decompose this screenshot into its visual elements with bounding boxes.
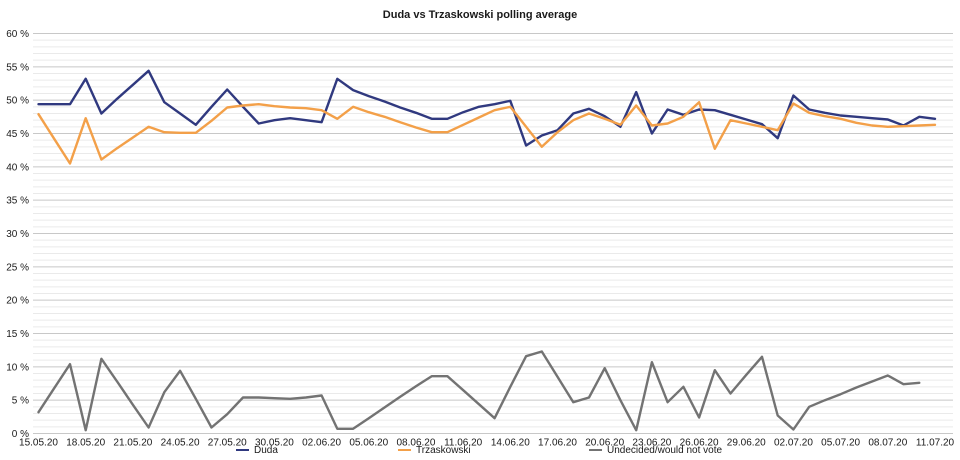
y-axis-labels: 0 % 5 % 10 % 15 % 20 % 25 % 30 % 35 % 40 % 45 % 50… [6, 29, 29, 440]
legend-item-duda: Duda [236, 444, 278, 456]
svg-text:0 %: 0 % [12, 429, 29, 440]
x-axis-labels: 15.05.20 18.05.20 21.05.20 24.05.20 27.05.20… [19, 438, 954, 449]
duda-line-swatch-icon [236, 449, 249, 451]
svg-text:25 %: 25 % [6, 262, 29, 273]
svg-text:45 %: 45 % [6, 129, 29, 140]
svg-text:15 %: 15 % [6, 329, 29, 340]
svg-text:35 %: 35 % [6, 196, 29, 207]
svg-text:15.05.20: 15.05.20 [19, 438, 58, 449]
undecided-line-swatch-icon [589, 449, 602, 451]
legend-item-trzaskowski: Trzaskowski [398, 444, 471, 456]
svg-text:08.06.20: 08.06.20 [397, 438, 436, 449]
trzaskowski-line-swatch-icon [398, 449, 411, 451]
svg-text:23.06.20: 23.06.20 [632, 438, 671, 449]
legend-label-trzaskowski: Trzaskowski [416, 444, 471, 456]
svg-text:14.06.20: 14.06.20 [491, 438, 530, 449]
svg-text:20.06.20: 20.06.20 [585, 438, 624, 449]
series-line-undecided [37, 350, 921, 432]
series-line-trzaskowski [37, 100, 937, 165]
legend-label-undecided: Undecided/would not vote [607, 444, 723, 456]
svg-text:11.07.20: 11.07.20 [916, 438, 955, 449]
svg-text:05.06.20: 05.06.20 [349, 438, 388, 449]
svg-text:21.05.20: 21.05.20 [113, 438, 152, 449]
svg-text:20 %: 20 % [6, 296, 29, 307]
chart-title: Duda vs Trzaskowski polling average [383, 9, 577, 21]
svg-text:05.07.20: 05.07.20 [821, 438, 860, 449]
minor-gridlines [33, 39, 953, 428]
chart-legend: Duda Trzaskowski Undecided/would not vot… [0, 444, 960, 458]
svg-text:60 %: 60 % [6, 29, 29, 40]
legend-item-undecided: Undecided/would not vote [589, 444, 722, 456]
svg-text:24.05.20: 24.05.20 [161, 438, 200, 449]
svg-text:11.06.20: 11.06.20 [444, 438, 483, 449]
svg-text:5 %: 5 % [12, 396, 29, 407]
svg-text:29.06.20: 29.06.20 [727, 438, 766, 449]
legend-label-duda: Duda [254, 444, 278, 456]
svg-text:55 %: 55 % [6, 62, 29, 73]
svg-text:08.07.20: 08.07.20 [868, 438, 907, 449]
svg-text:18.05.20: 18.05.20 [66, 438, 105, 449]
svg-text:02.07.20: 02.07.20 [774, 438, 813, 449]
svg-text:30 %: 30 % [6, 229, 29, 240]
svg-text:27.05.20: 27.05.20 [208, 438, 247, 449]
svg-text:10 %: 10 % [6, 362, 29, 373]
svg-text:17.06.20: 17.06.20 [538, 438, 577, 449]
svg-text:02.06.20: 02.06.20 [302, 438, 341, 449]
svg-text:26.06.20: 26.06.20 [680, 438, 719, 449]
svg-text:40 %: 40 % [6, 162, 29, 173]
data-series-lines [37, 69, 937, 432]
svg-text:50 %: 50 % [6, 96, 29, 107]
major-gridlines [33, 32, 953, 434]
svg-text:30.05.20: 30.05.20 [255, 438, 294, 449]
